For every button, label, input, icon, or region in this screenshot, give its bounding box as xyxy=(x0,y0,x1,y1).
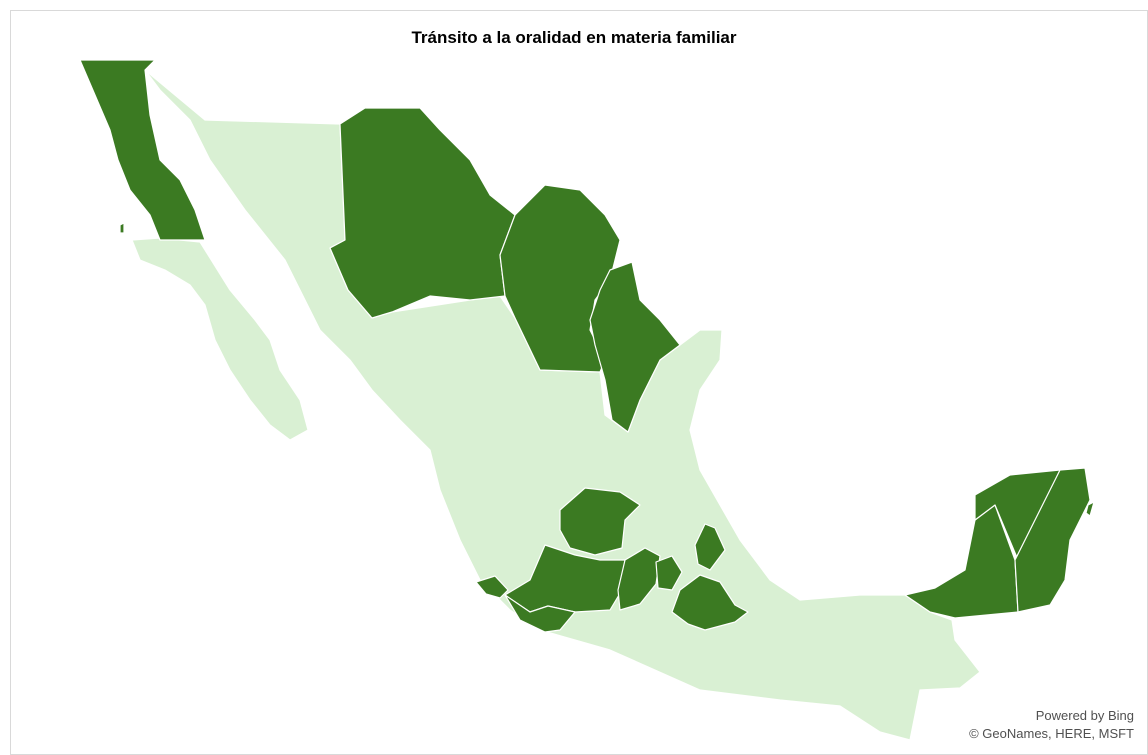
map-title: Tránsito a la oralidad en materia famili… xyxy=(411,28,737,47)
guerrero xyxy=(504,594,576,633)
coahuila xyxy=(499,184,621,373)
morelos xyxy=(655,555,683,591)
copyright-text: © GeoNames, HERE, MSFT xyxy=(969,726,1134,741)
chihuahua xyxy=(329,107,516,319)
map-credits: Powered by Bing © GeoNames, HERE, MSFT xyxy=(969,707,1134,743)
powered-by-text: Powered by Bing xyxy=(1035,708,1134,723)
baja-california-sur xyxy=(131,237,309,441)
nuevo-leon xyxy=(589,261,681,433)
cozumel-island xyxy=(1085,501,1095,517)
quintana-roo xyxy=(1014,467,1091,613)
mexico-state xyxy=(617,547,661,611)
baja-california xyxy=(79,59,206,241)
campeche xyxy=(904,504,1019,619)
guanajuato xyxy=(559,487,641,556)
hidalgo xyxy=(694,523,726,571)
guadalupe-island xyxy=(119,222,125,234)
puebla xyxy=(671,574,749,631)
colima xyxy=(475,575,509,599)
